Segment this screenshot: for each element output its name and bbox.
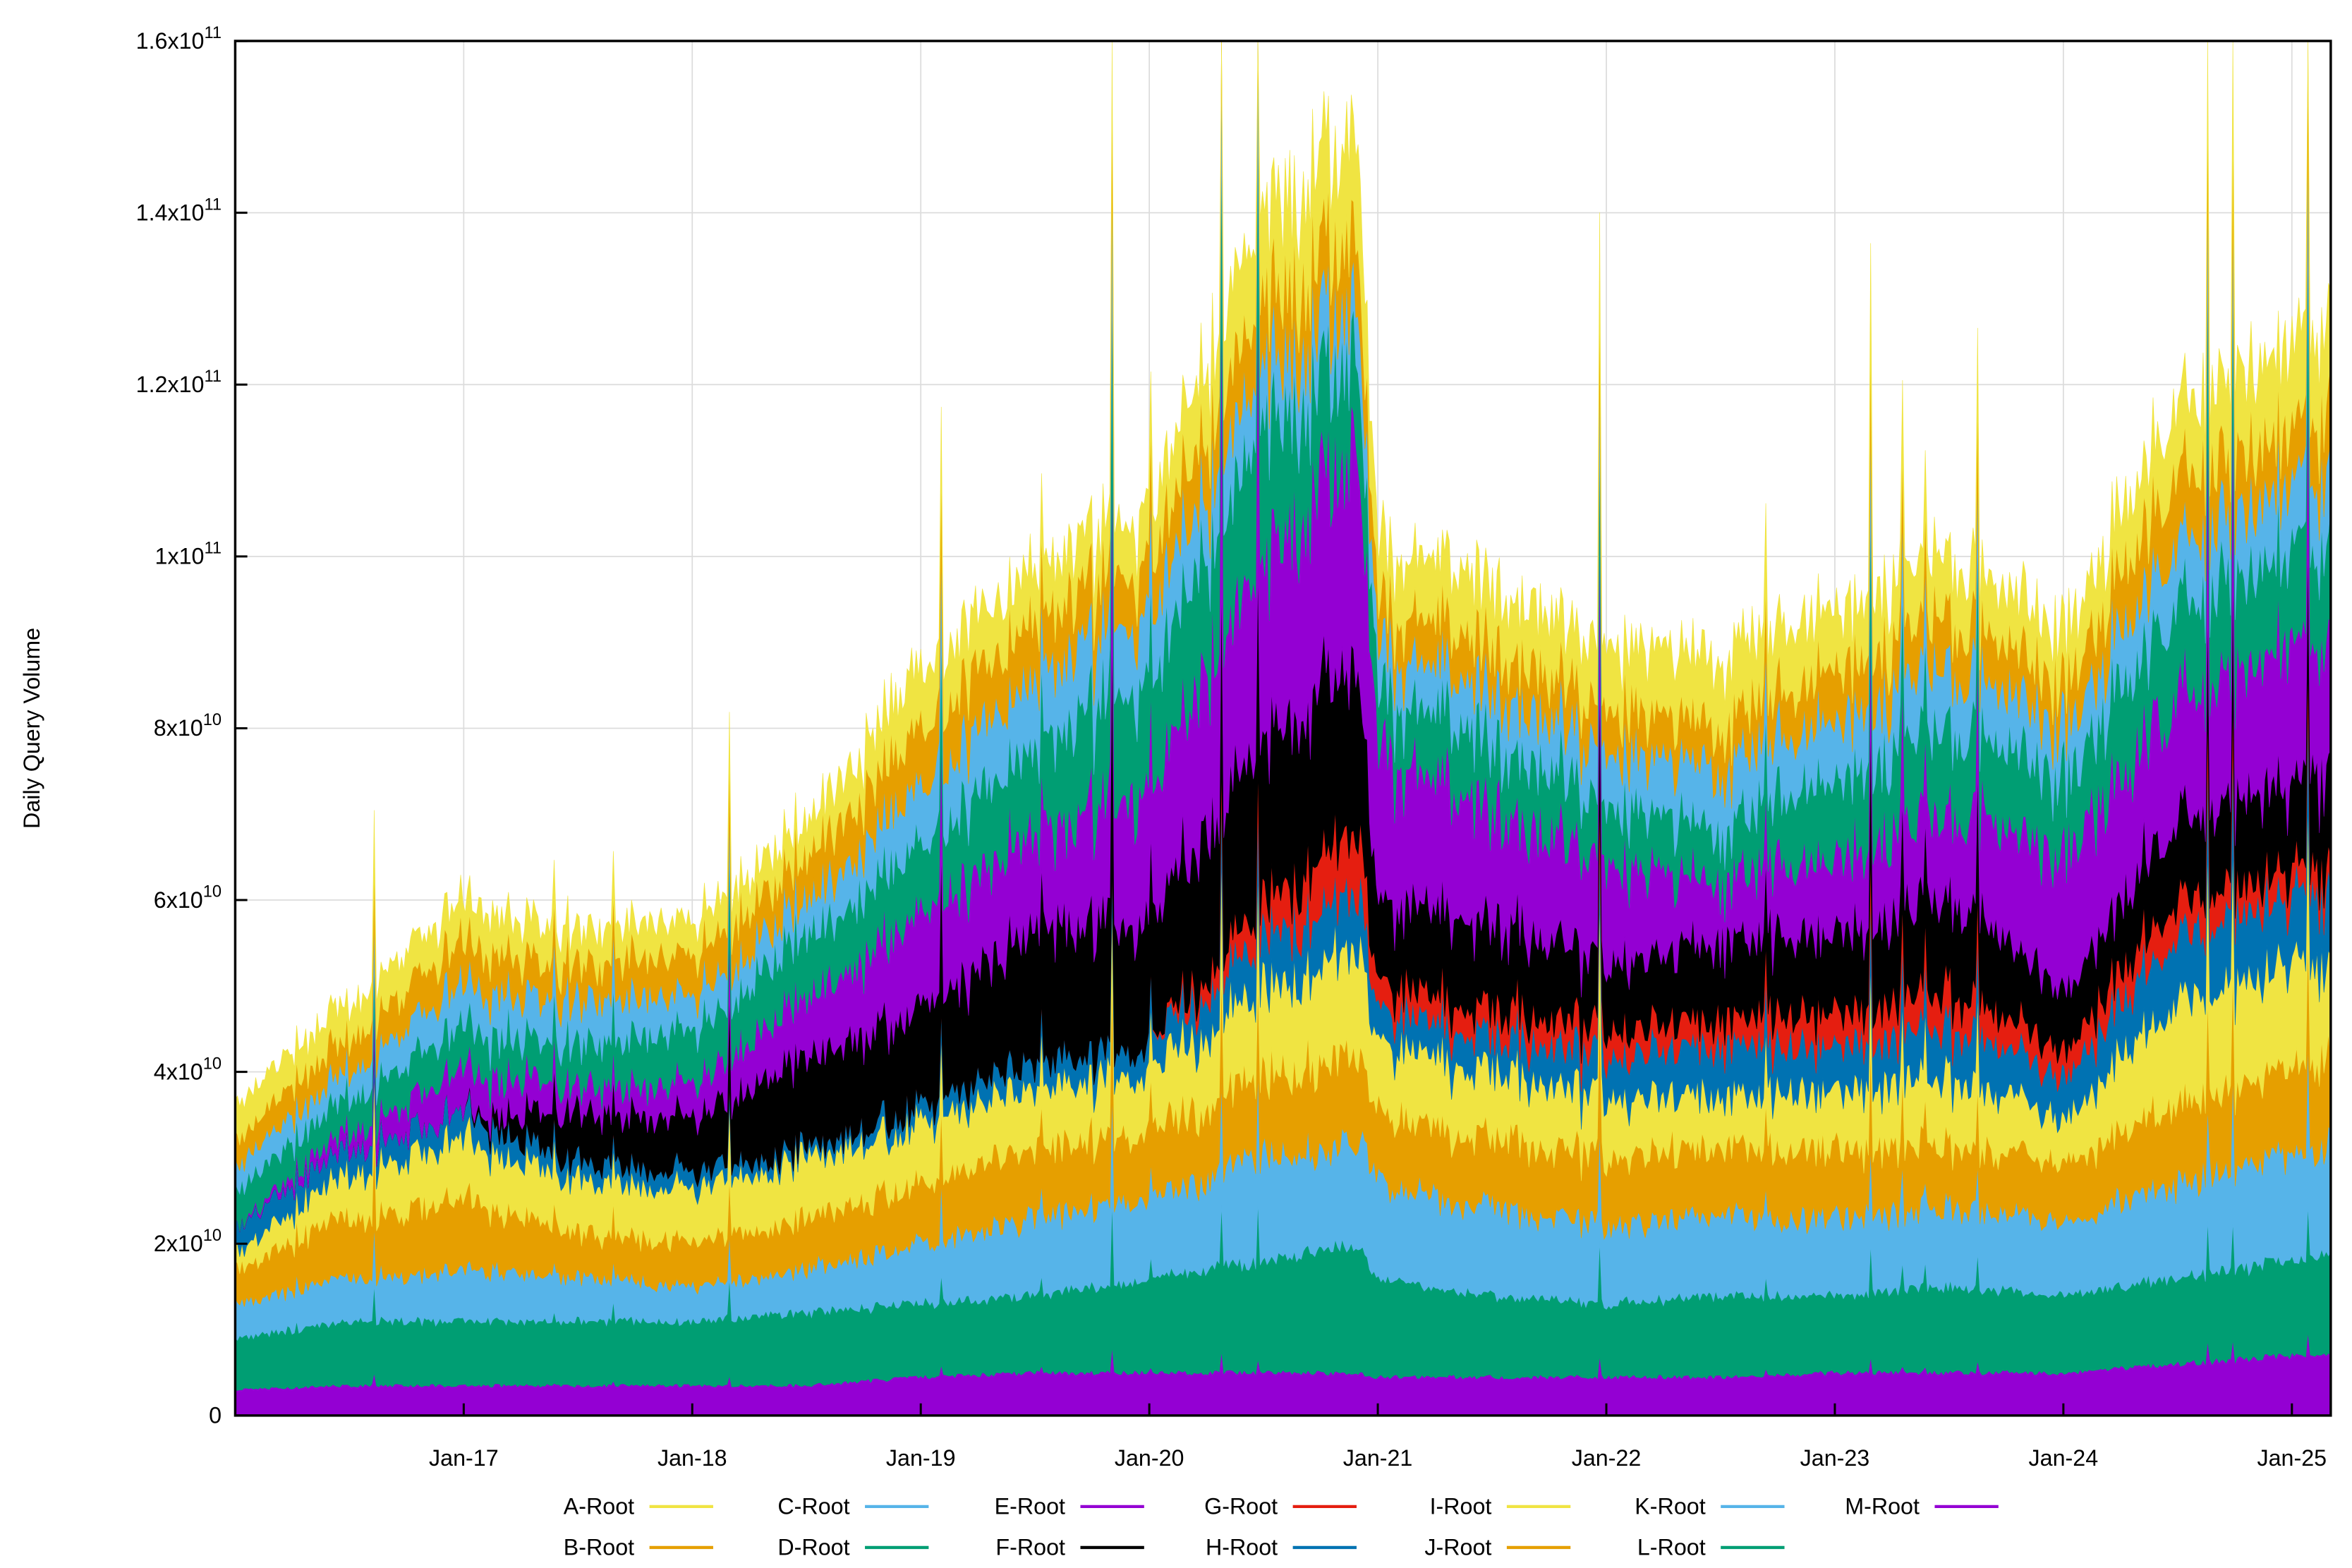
y-tick-mantissa: 2x10 — [154, 1231, 203, 1256]
legend-item-f-root: F-Root — [995, 1535, 1144, 1560]
y-tick-label: 8x1010 — [154, 711, 222, 741]
y-tick-mantissa: 1.2x10 — [136, 372, 205, 397]
legend-item-i-root: I-Root — [1430, 1494, 1571, 1519]
legend-label: B-Root — [564, 1535, 634, 1560]
legend-item-m-root: M-Root — [1845, 1494, 1999, 1519]
x-tick-label: Jan-21 — [1343, 1445, 1413, 1471]
legend-label: K-Root — [1635, 1494, 1705, 1519]
y-axis-label: Daily Query Volume — [19, 628, 44, 829]
legend-label: A-Root — [564, 1494, 634, 1519]
legend-item-d-root: D-Root — [777, 1535, 929, 1560]
y-tick-exponent: 10 — [203, 1227, 222, 1245]
y-tick-exponent: 10 — [203, 1055, 222, 1073]
legend-label: G-Root — [1204, 1494, 1278, 1519]
legend-item-h-root: H-Root — [1206, 1535, 1357, 1560]
y-tick-exponent: 11 — [204, 24, 222, 42]
y-tick-exponent: 11 — [204, 367, 222, 386]
y-axis-ticks: 02x10104x10106x10108x10101x10111.2x10111… — [136, 24, 248, 1428]
y-tick-mantissa: 1.6x10 — [136, 28, 205, 54]
y-tick-exponent: 11 — [204, 195, 222, 214]
legend-item-k-root: K-Root — [1635, 1494, 1785, 1519]
x-tick-label: Jan-20 — [1115, 1445, 1184, 1471]
legend-label: H-Root — [1206, 1535, 1278, 1560]
legend-label: I-Root — [1430, 1494, 1492, 1519]
y-tick-exponent: 11 — [204, 540, 222, 558]
legend-item-l-root: L-Root — [1637, 1535, 1785, 1560]
y-tick-mantissa: 1x10 — [155, 544, 205, 569]
y-tick-mantissa: 1.4x10 — [136, 200, 205, 225]
x-axis-ticks: Jan-17 Jan-18 Jan-19 Jan-20 Jan-21 Jan-22 Jan-… — [429, 1403, 2327, 1471]
y-tick-mantissa: 4x10 — [154, 1059, 203, 1084]
y-tick-label: 1x1011 — [155, 540, 222, 569]
x-tick-label: Jan-23 — [1800, 1445, 1870, 1471]
y-tick-exponent: 10 — [203, 711, 222, 729]
legend-item-c-root: C-Root — [777, 1494, 929, 1519]
y-tick-label: 0 — [209, 1403, 222, 1428]
legend-label: J-Root — [1424, 1535, 1491, 1560]
y-tick-label: 1.2x1011 — [136, 367, 222, 397]
y-tick-mantissa: 8x10 — [154, 715, 203, 741]
x-tick-label: Jan-19 — [886, 1445, 956, 1471]
legend-item-a-root: A-Root — [564, 1494, 713, 1519]
y-tick-mantissa: 0 — [209, 1403, 222, 1428]
y-tick-label: 6x1010 — [154, 883, 222, 913]
x-tick-label: Jan-24 — [2029, 1445, 2099, 1471]
x-tick-label: Jan-17 — [429, 1445, 499, 1471]
y-tick-mantissa: 6x10 — [154, 887, 203, 913]
legend-label: F-Root — [995, 1535, 1065, 1560]
legend-item-j-root: J-Root — [1424, 1535, 1571, 1560]
plot-areas — [235, 41, 2332, 1416]
legend-label: C-Root — [777, 1494, 849, 1519]
legend-label: E-Root — [995, 1494, 1065, 1519]
legend-item-b-root: B-Root — [564, 1535, 713, 1560]
legend-label: M-Root — [1845, 1494, 1920, 1519]
legend-item-g-root: G-Root — [1204, 1494, 1357, 1519]
y-tick-label: 1.4x1011 — [136, 195, 222, 225]
y-tick-label: 1.6x1011 — [136, 24, 222, 54]
legend-item-e-root: E-Root — [995, 1494, 1144, 1519]
y-tick-label: 4x1010 — [154, 1055, 222, 1084]
y-tick-exponent: 10 — [203, 883, 222, 901]
y-tick-label: 2x1010 — [154, 1227, 222, 1256]
x-tick-label: Jan-18 — [657, 1445, 727, 1471]
x-tick-label: Jan-25 — [2257, 1445, 2327, 1471]
legend: A-Root B-Root C-Root D-Root E-Root F-Root G-Ro… — [564, 1494, 1999, 1560]
x-tick-label: Jan-22 — [1572, 1445, 1642, 1471]
legend-label: D-Root — [777, 1535, 849, 1560]
legend-label: L-Root — [1637, 1535, 1706, 1560]
